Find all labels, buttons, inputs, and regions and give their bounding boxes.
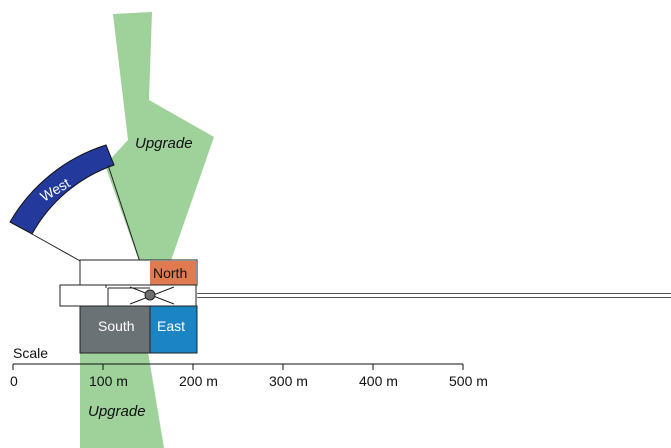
west-connector-line <box>107 164 141 263</box>
north-station <box>150 261 196 285</box>
scale-tick-label: 200 m <box>179 373 218 389</box>
scale-title: Scale <box>13 345 48 361</box>
upgrade-bottom-label: Upgrade <box>88 403 146 420</box>
east-station <box>149 305 198 354</box>
west-instrument <box>9 144 115 235</box>
scale-tick-label: 400 m <box>359 373 398 389</box>
scale-bar: Scale 0 100 m 200 m 300 m 400 m 500 m <box>10 345 488 389</box>
upgrade-top-label: Upgrade <box>135 135 193 152</box>
scale-tick-label: 0 <box>10 373 18 389</box>
east-label: East <box>157 318 185 334</box>
scale-tick-label: 100 m <box>89 373 128 389</box>
north-label: North <box>153 265 187 281</box>
south-label: South <box>98 318 135 334</box>
scale-tick-label: 500 m <box>449 373 488 389</box>
scale-tick-label: 300 m <box>269 373 308 389</box>
west-connector-line <box>31 233 83 263</box>
upgrade-zone-top <box>105 12 214 292</box>
upgrade-zone-bottom <box>80 352 164 448</box>
target-icon <box>144 289 156 301</box>
beam-line <box>197 293 671 298</box>
